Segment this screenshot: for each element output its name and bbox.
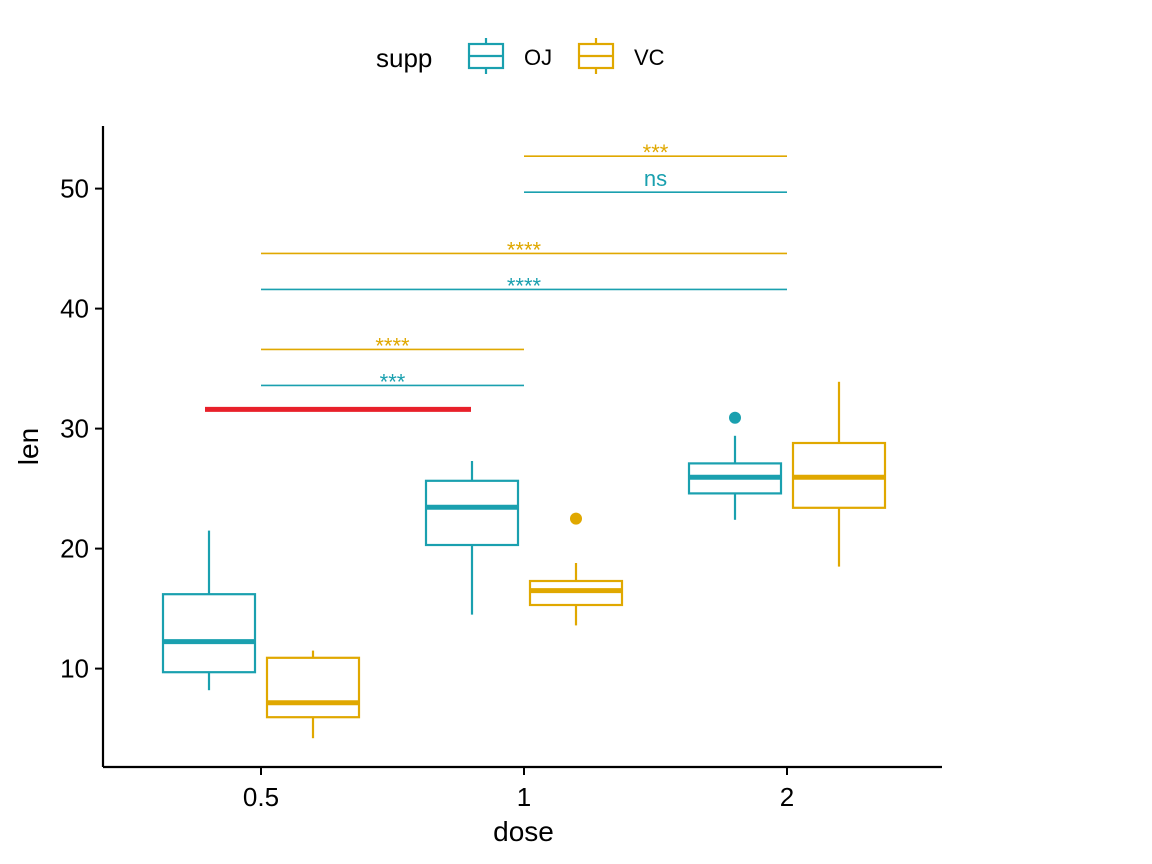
- legend-key-boxplot-icon: [577, 38, 615, 74]
- legend: supp OJ VC: [376, 38, 665, 74]
- bracket-OJ-1-2: ns: [524, 166, 787, 193]
- box-iqr: [424, 479, 520, 547]
- x-axis-title: dose: [493, 816, 554, 847]
- y-tick-label: 10: [60, 654, 89, 684]
- x-tick-label: 1: [517, 782, 531, 812]
- significance-label: ****: [375, 333, 410, 358]
- x-tick-label: 2: [780, 782, 794, 812]
- significance-label: ****: [507, 273, 542, 298]
- box-iqr: [161, 593, 257, 674]
- outlier-point: [570, 512, 582, 525]
- bracket-VC-1-2: ***: [524, 140, 787, 165]
- legend-item-OJ: OJ: [467, 38, 552, 74]
- bracket-OJ-0.5-1: ***: [261, 369, 524, 394]
- y-tick-label: 30: [60, 414, 89, 444]
- x-tick-label: 0.5: [243, 782, 279, 812]
- y-axis-title: len: [13, 428, 44, 465]
- box-OJ-2: [687, 411, 783, 520]
- box-VC-0.5: [265, 650, 361, 739]
- bracket-OJ-0.5-2: ****: [261, 273, 787, 298]
- significance-brackets: ***************ns***: [261, 140, 787, 394]
- box-VC-1: [528, 512, 624, 626]
- significance-label: ***: [380, 369, 406, 394]
- legend-label: OJ: [524, 45, 552, 70]
- legend-item-VC: VC: [577, 38, 665, 74]
- box-OJ-0.5: [161, 530, 257, 691]
- y-tick-label: 50: [60, 174, 89, 204]
- legend-label: VC: [634, 45, 665, 70]
- box-iqr: [265, 656, 361, 719]
- legend-title: supp: [376, 43, 432, 73]
- y-tick-label: 20: [60, 534, 89, 564]
- box-plots: [161, 381, 887, 739]
- bracket-VC-0.5-1: ****: [261, 333, 524, 358]
- outlier-point: [729, 411, 741, 424]
- y-tick-label: 40: [60, 294, 89, 324]
- box-OJ-1: [424, 461, 520, 615]
- significance-label: ****: [507, 237, 542, 262]
- bracket-VC-0.5-2: ****: [261, 237, 787, 262]
- axes: 10 20 30 40 50 0.5 1 2 dose len: [13, 126, 942, 847]
- box-VC-2: [791, 381, 887, 567]
- significance-label: ns: [644, 166, 667, 191]
- legend-key-boxplot-icon: [467, 38, 505, 74]
- significance-label: ***: [643, 140, 669, 165]
